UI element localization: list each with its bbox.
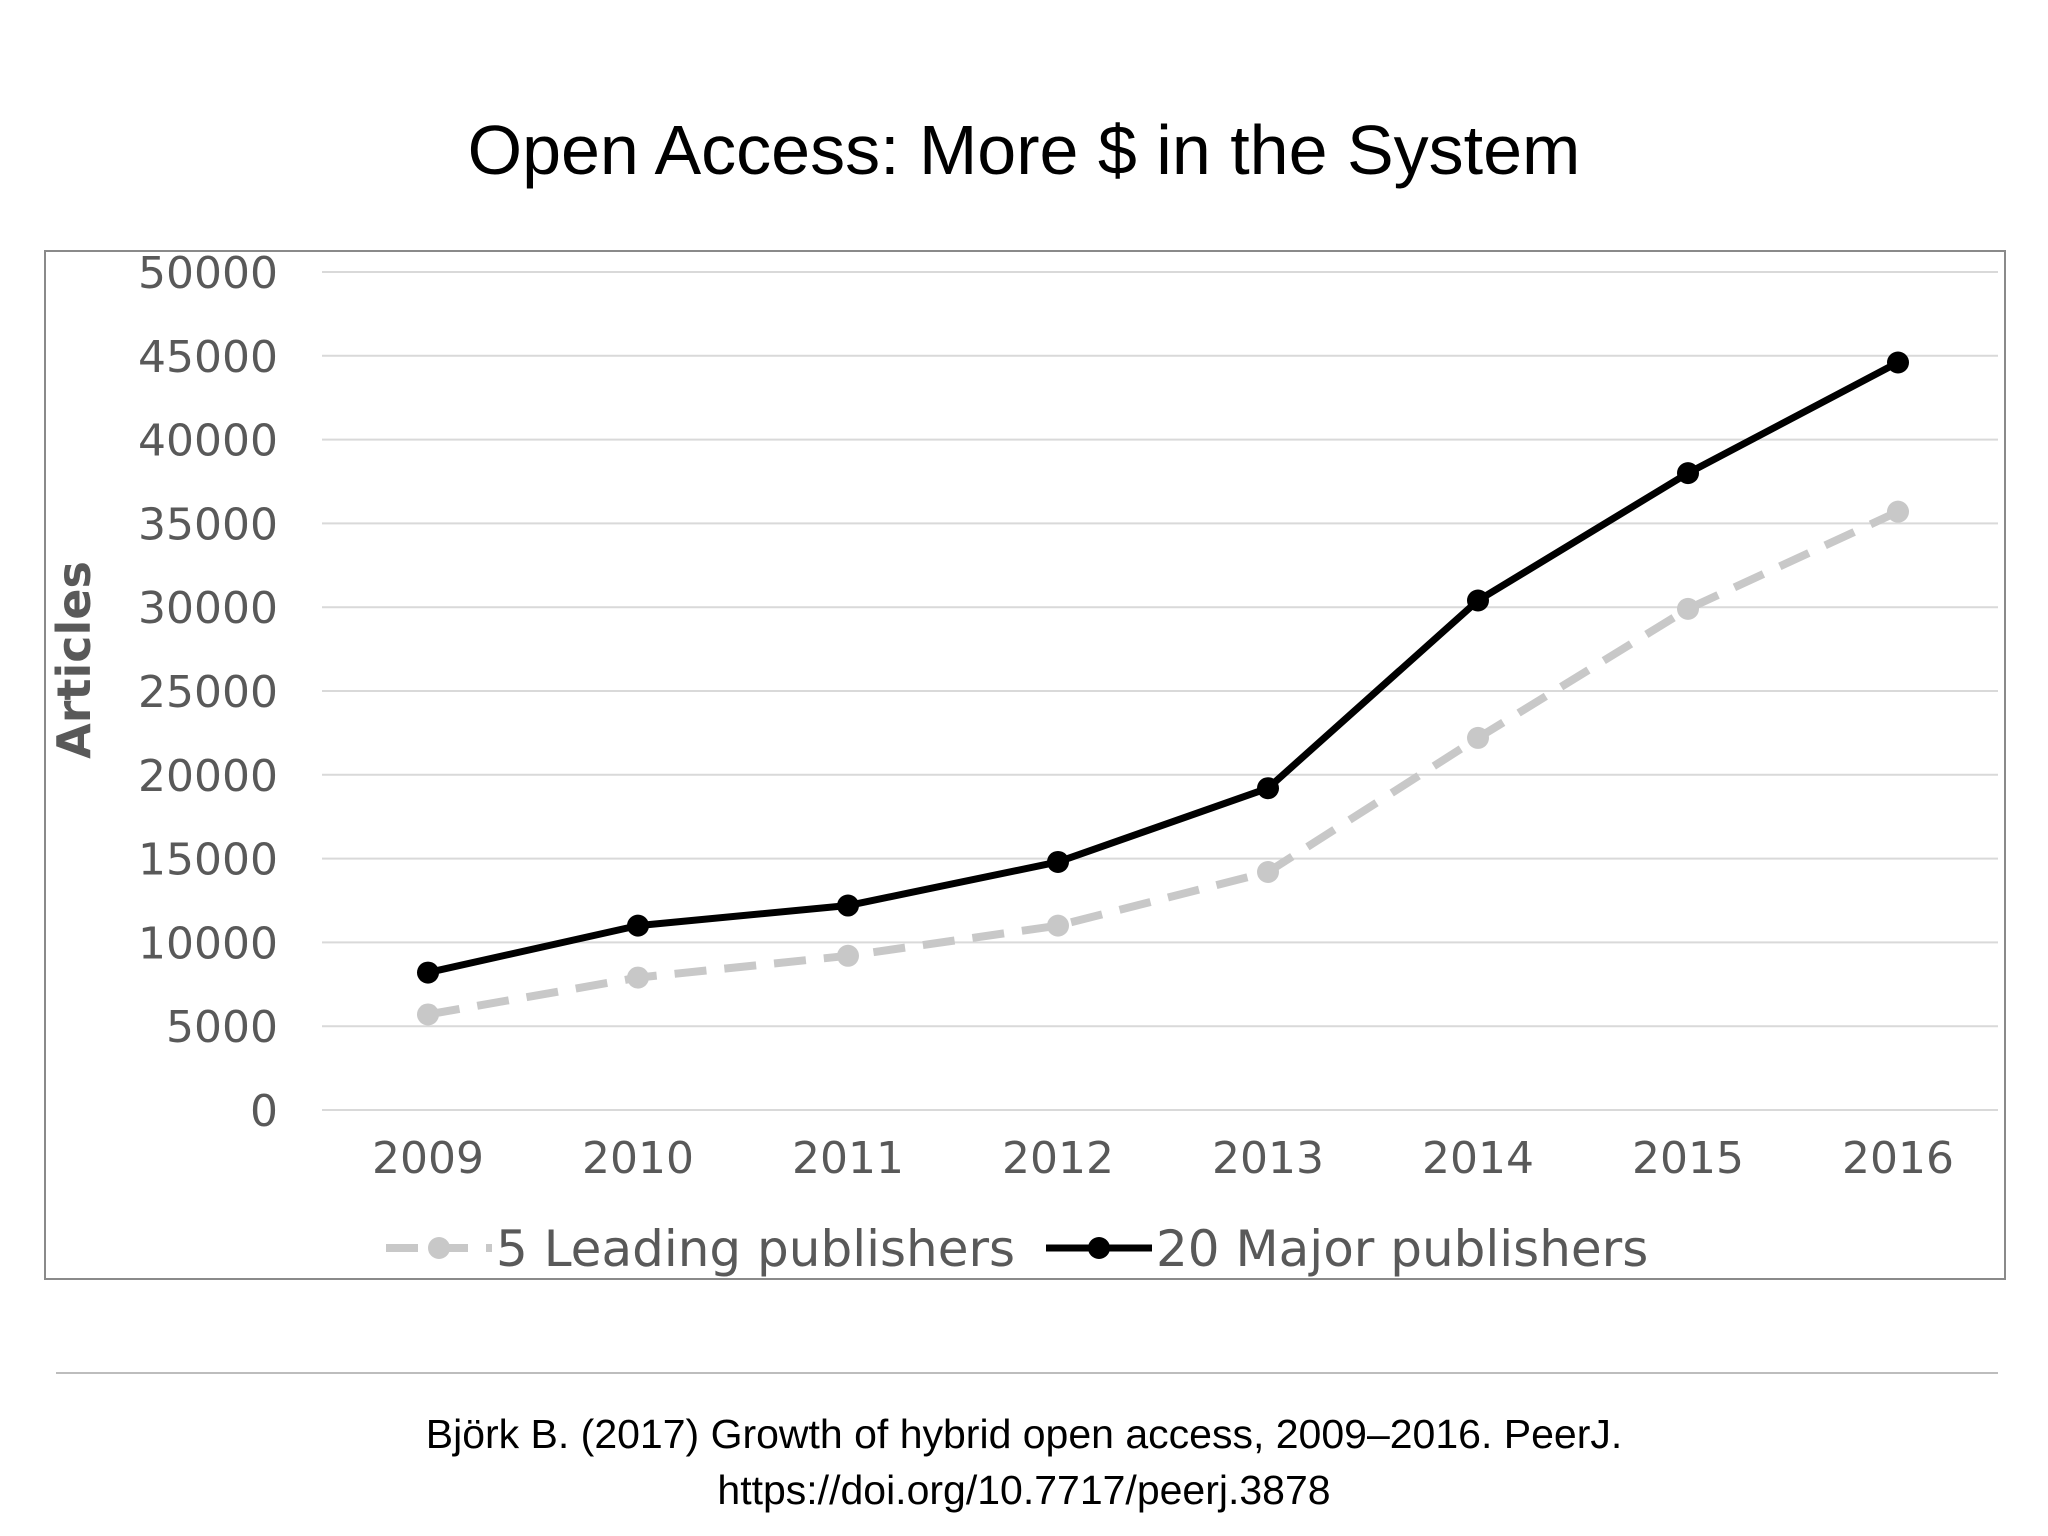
data-point: [417, 961, 439, 984]
series-line: [427, 508, 1900, 1019]
y-tick-label: 40000: [138, 416, 278, 467]
data-point: [627, 966, 649, 989]
data-point: [1887, 351, 1909, 374]
x-tick-label: 2011: [792, 1133, 904, 1184]
citation-line: Björk B. (2017) Growth of hybrid open ac…: [425, 1411, 1623, 1457]
legend-item: 20 Major publishers: [1046, 1220, 1648, 1278]
data-point: [1887, 500, 1909, 523]
data-point: [1257, 777, 1279, 800]
data-point: [417, 1003, 439, 1026]
series-line: [427, 359, 1900, 976]
x-tick-label: 2009: [372, 1133, 484, 1184]
data-point: [837, 894, 859, 917]
y-tick-label: 10000: [138, 918, 278, 969]
chart-frame: 0 5000 10000 15000 20000 25000 30000 35000 40000…: [44, 250, 2006, 1280]
data-point: [837, 944, 859, 967]
x-axis-ticks: 2009 2010 2011 2012 2013 2014 2015 2016: [372, 1133, 1954, 1184]
y-axis-ticks: 0 5000 10000 15000 20000 25000 30000 35000 40000…: [138, 252, 278, 1137]
y-tick-label: 25000: [138, 667, 278, 718]
legend-label: 20 Major publishers: [1156, 1220, 1648, 1278]
data-point: [1677, 462, 1699, 485]
legend: 5 Leading publishers 20 Major publishers: [386, 1220, 1648, 1278]
x-tick-label: 2016: [1842, 1133, 1954, 1184]
y-axis-title: Articles: [47, 561, 101, 759]
y-tick-label: 30000: [138, 583, 278, 634]
y-tick-label: 5000: [166, 1002, 278, 1053]
y-tick-label: 35000: [138, 499, 278, 550]
legend-swatch-marker: [1088, 1237, 1110, 1259]
y-tick-label: 15000: [138, 835, 278, 886]
data-point: [1257, 861, 1279, 884]
series-1: [417, 500, 1909, 1026]
series-2: [417, 351, 1909, 984]
data-point: [1047, 914, 1069, 937]
legend-label: 5 Leading publishers: [496, 1220, 1015, 1278]
slide-title: Open Access: More $ in the System: [467, 111, 1581, 189]
gridlines: [322, 271, 1998, 1111]
legend-item: 5 Leading publishers: [386, 1220, 1015, 1278]
x-tick-label: 2010: [582, 1133, 694, 1184]
line-chart: 0 5000 10000 15000 20000 25000 30000 35000 40000…: [47, 252, 1998, 1278]
divider: [56, 1372, 1998, 1374]
citation-doi-link[interactable]: https://doi.org/10.7717/peerj.3878: [717, 1467, 1331, 1513]
y-tick-label: 50000: [138, 252, 278, 299]
legend-swatch-marker: [428, 1237, 450, 1259]
x-tick-label: 2012: [1002, 1133, 1114, 1184]
x-tick-label: 2013: [1212, 1133, 1324, 1184]
y-tick-label: 20000: [138, 751, 278, 802]
data-point: [627, 914, 649, 937]
y-tick-label: 45000: [138, 332, 278, 383]
y-tick-label: 0: [250, 1086, 278, 1137]
x-tick-label: 2015: [1632, 1133, 1744, 1184]
x-tick-label: 2014: [1422, 1133, 1534, 1184]
data-point: [1677, 597, 1699, 620]
data-point: [1467, 589, 1489, 612]
data-point: [1467, 726, 1489, 749]
data-point: [1047, 850, 1069, 873]
series-layer: [417, 351, 1909, 1026]
